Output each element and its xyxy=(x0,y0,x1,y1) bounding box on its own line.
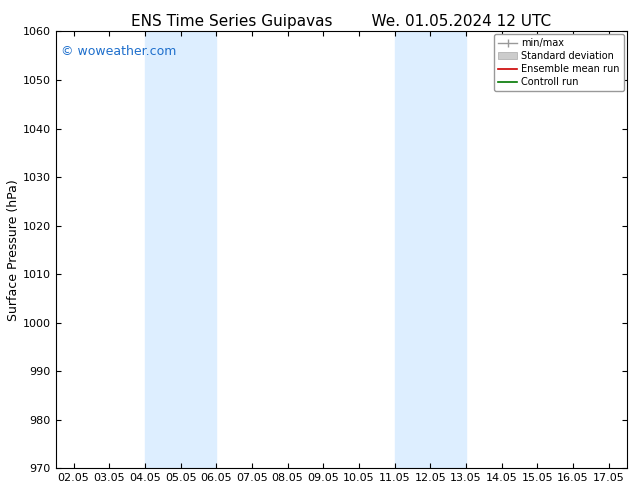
Bar xyxy=(394,31,466,468)
Text: © woweather.com: © woweather.com xyxy=(61,45,177,57)
Bar xyxy=(145,31,216,468)
Y-axis label: Surface Pressure (hPa): Surface Pressure (hPa) xyxy=(7,179,20,320)
Title: ENS Time Series Guipavas        We. 01.05.2024 12 UTC: ENS Time Series Guipavas We. 01.05.2024 … xyxy=(131,14,551,29)
Legend: min/max, Standard deviation, Ensemble mean run, Controll run: min/max, Standard deviation, Ensemble me… xyxy=(494,34,624,91)
